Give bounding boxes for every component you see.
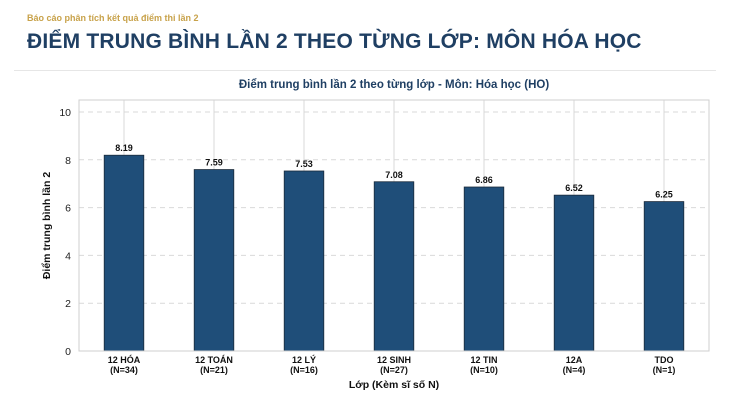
- x-tick-count-5: (N=4): [563, 365, 586, 375]
- report-subtitle: Báo cáo phân tích kết quả điểm thi lần 2: [27, 13, 199, 23]
- bar-value-label-3: 7.08: [385, 170, 403, 180]
- bar-2: [283, 170, 325, 352]
- bar-value-label-0: 8.19: [115, 143, 133, 153]
- x-tick-label-4: 12 TIN: [470, 355, 497, 365]
- x-tick-label-6: TDO: [655, 355, 674, 365]
- x-tick-count-2: (N=16): [290, 365, 318, 375]
- y-tick-label-2: 4: [65, 250, 71, 262]
- y-tick-label-3: 6: [65, 203, 71, 215]
- x-tick-label-1: 12 TOÁN: [195, 355, 233, 365]
- bar-0: [103, 154, 145, 352]
- bar-value-label-6: 6.25: [655, 190, 673, 200]
- x-axis-label: Lớp (Kèm sĩ số N): [349, 379, 439, 391]
- page-title: ĐIỂM TRUNG BÌNH LẦN 2 THEO TỪNG LỚP: MÔN…: [27, 30, 642, 53]
- y-tick-label-4: 8: [65, 155, 71, 167]
- x-tick-count-3: (N=27): [380, 365, 408, 375]
- bar-value-label-2: 7.53: [295, 159, 313, 169]
- bar-6: [643, 201, 685, 352]
- x-tick-count-0: (N=34): [110, 365, 138, 375]
- x-tick-label-3: 12 SINH: [377, 355, 411, 365]
- chart-title: Điểm trung bình lần 2 theo từng lớp - Mô…: [239, 79, 550, 91]
- plot-area: [78, 99, 710, 352]
- chart-frame: [14, 70, 716, 399]
- bar-value-label-4: 6.86: [475, 175, 493, 185]
- x-tick-label-0: 12 HÓA: [108, 354, 141, 365]
- bar-5: [553, 194, 595, 352]
- x-tick-label-2: 12 LÝ: [292, 354, 316, 365]
- x-tick-count-1: (N=21): [200, 365, 228, 375]
- bar-value-label-1: 7.59: [205, 158, 223, 168]
- y-tick-label-1: 2: [65, 298, 71, 310]
- bar-3: [373, 181, 415, 352]
- y-tick-label-0: 0: [65, 346, 71, 358]
- y-axis-label: Điểm trung bình lần 2: [41, 172, 53, 279]
- x-tick-label-5: 12A: [566, 355, 583, 365]
- bar-4: [463, 186, 505, 352]
- x-tick-count-6: (N=1): [653, 365, 676, 375]
- x-tick-count-4: (N=10): [470, 365, 498, 375]
- y-tick-label-5: 10: [59, 107, 71, 119]
- bar-1: [193, 169, 235, 352]
- bar-value-label-5: 6.52: [565, 183, 583, 193]
